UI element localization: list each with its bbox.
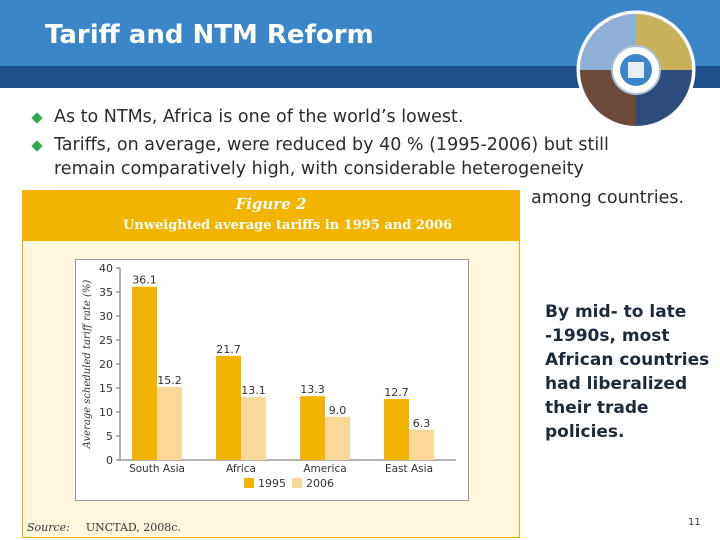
header-strip bbox=[0, 66, 720, 88]
y-tick-label: 15 bbox=[99, 382, 113, 395]
legend-label: 2006 bbox=[306, 477, 334, 490]
figure-panel: Figure 2 Unweighted average tariffs in 1… bbox=[22, 190, 520, 538]
bullet-continuation: remain comparatively high, with consider… bbox=[54, 159, 584, 179]
bullet-item: Tariffs, on average, were reduced by 40 … bbox=[30, 135, 720, 157]
legend-swatch-1995 bbox=[244, 478, 254, 488]
bar-2006 bbox=[157, 387, 182, 460]
bullet-item: As to NTMs, Africa is one of the world’s… bbox=[30, 107, 570, 129]
bar-value-label: 15.2 bbox=[157, 374, 182, 387]
bar-value-label: 13.3 bbox=[300, 383, 325, 396]
bar-2006 bbox=[409, 429, 434, 460]
page-number: 11 bbox=[688, 517, 701, 528]
legend-swatch-2006 bbox=[292, 478, 302, 488]
y-axis-title: Average scheduled tariff rate (%) bbox=[82, 280, 93, 450]
bar-2006 bbox=[241, 397, 266, 460]
x-tick-label: America bbox=[303, 463, 346, 475]
source-label: Source: bbox=[27, 521, 70, 534]
y-tick-label: 0 bbox=[106, 454, 113, 467]
bar-value-label: 36.1 bbox=[132, 274, 157, 287]
globe-logo-icon bbox=[576, 10, 696, 130]
bar-1995 bbox=[300, 396, 325, 460]
legend-label: 1995 bbox=[258, 477, 286, 490]
x-tick-label: South Asia bbox=[129, 463, 185, 475]
y-tick-label: 30 bbox=[99, 310, 113, 323]
y-tick-label: 5 bbox=[106, 430, 113, 443]
chart-frame: 0 5 10 15 20 25 30 35 40 Average scheduled tariff… bbox=[75, 259, 469, 501]
bar-1995 bbox=[132, 286, 157, 460]
bar-chart: 0 5 10 15 20 25 30 35 40 Average scheduled tariff… bbox=[82, 262, 456, 490]
bullet-continuation: among countries. bbox=[531, 188, 685, 208]
y-tick-label: 35 bbox=[99, 286, 113, 299]
bar-value-label: 12.7 bbox=[384, 386, 409, 399]
bar-2006 bbox=[325, 416, 350, 460]
bar-1995 bbox=[216, 355, 241, 460]
diamond-bullet-icon bbox=[31, 140, 43, 152]
figure-label: Figure 2 bbox=[235, 195, 307, 213]
y-tick-label: 20 bbox=[99, 358, 113, 371]
bullet-text: As to NTMs, Africa is one of the world’s… bbox=[54, 107, 464, 127]
bar-1995 bbox=[384, 399, 409, 460]
slide-title: Tariff and NTM Reform bbox=[45, 20, 374, 50]
bar-value-label: 9.0 bbox=[329, 404, 347, 417]
x-tick-label: Africa bbox=[226, 463, 256, 475]
bar-value-label: 21.7 bbox=[216, 343, 241, 356]
y-tick-label: 25 bbox=[99, 334, 113, 347]
figure-title: Unweighted average tariffs in 1995 and 2… bbox=[123, 218, 453, 233]
source-text: UNCTAD, 2008c. bbox=[85, 521, 181, 534]
y-tick-label: 10 bbox=[99, 406, 113, 419]
y-tick-label: 40 bbox=[99, 262, 113, 275]
x-tick-label: East Asia bbox=[385, 463, 433, 475]
figure-source: Source: UNCTAD, 2008c. bbox=[27, 521, 181, 534]
bar-value-label: 6.3 bbox=[413, 417, 431, 430]
figure-header bbox=[23, 191, 519, 241]
diamond-bullet-icon bbox=[31, 112, 43, 124]
bullet-text: Tariffs, on average, were reduced by 40 … bbox=[54, 135, 609, 155]
bar-value-label: 13.1 bbox=[241, 384, 266, 397]
side-note: By mid- to late -1990s, most African cou… bbox=[545, 302, 710, 442]
